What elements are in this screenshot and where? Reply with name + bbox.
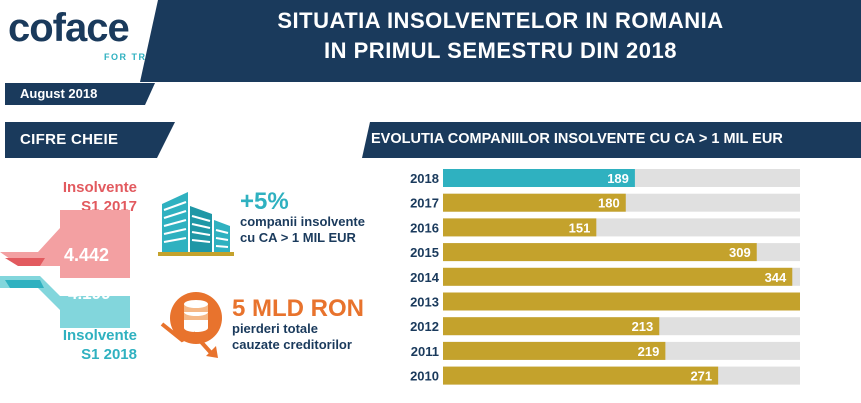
chart-title-banner <box>362 122 861 158</box>
insolvente-2018-value: 4.199 <box>68 284 111 303</box>
year-label-2015: 2015 <box>410 245 439 260</box>
year-label-2013: 2013 <box>410 295 439 310</box>
insolvente-2018-label: Insolvente S1 2018 <box>63 326 137 364</box>
bar-2011 <box>443 341 666 360</box>
year-label-2014: 2014 <box>410 270 440 285</box>
insolvente-2017-label-line-1: Insolvente <box>62 179 137 196</box>
companies-growth-value: +5% <box>240 188 289 215</box>
report-date: August 2018 <box>20 86 98 101</box>
bar-2015 <box>443 243 757 262</box>
title-banner <box>140 0 861 82</box>
value-label-2010: 271 <box>690 369 712 384</box>
insolvente-2018-label-line-1: Insolvente <box>62 327 137 344</box>
arrow-2017 <box>0 210 130 278</box>
bar-2016 <box>443 218 597 237</box>
year-label-2016: 2016 <box>410 220 439 235</box>
losses-value: 5 MLD RON <box>232 295 364 322</box>
key-figures-banner <box>5 122 175 158</box>
bar-2017 <box>443 193 626 212</box>
year-label-2010: 2010 <box>410 369 439 384</box>
value-label-2012: 213 <box>632 319 654 334</box>
year-label-2017: 2017 <box>410 196 439 211</box>
comparison-arrows <box>0 210 130 328</box>
year-label-2012: 2012 <box>410 319 439 334</box>
year-label-2018: 2018 <box>410 171 439 186</box>
losses-line-2: cauzate creditorilor <box>232 337 352 352</box>
key-figures-heading: CIFRE CHEIE <box>20 131 119 148</box>
companies-growth-description: companii insolvente cu CA > 1 MIL EUR <box>240 214 365 246</box>
page-title-line-2: IN PRIMUL SEMESTRU DIN 2018 <box>324 38 677 63</box>
year-label-2011: 2011 <box>411 344 439 359</box>
companies-growth-line-1: companii insolvente <box>240 214 365 229</box>
insolvente-2018-label-line-2: S1 2018 <box>81 346 137 363</box>
arrow-2017-tip <box>5 258 45 266</box>
logo-wordmark: coface <box>8 6 130 50</box>
bar-2012 <box>443 317 660 336</box>
coface-logo: coface FOR TRADE <box>8 6 169 64</box>
value-label-2011: 219 <box>638 344 660 359</box>
companies-growth-line-2: cu CA > 1 MIL EUR <box>240 230 356 245</box>
page-title-line-1: SITUATIA INSOLVENTELOR IN ROMANIA <box>277 8 724 33</box>
bar-2010 <box>443 366 719 385</box>
bar-2018 <box>443 169 635 187</box>
logo-tagline: FOR TRADE <box>104 52 170 62</box>
value-label-2016: 151 <box>569 220 591 235</box>
page-title: SITUATIA INSOLVENTELOR IN ROMANIA IN PRI… <box>140 6 861 66</box>
value-label-2015: 309 <box>729 245 751 260</box>
arrow-2018 <box>0 276 130 328</box>
losses-description: pierderi totale cauzate creditorilor <box>232 321 352 353</box>
insolvency-bar-chart: 2018189201718020161512015309201434420133… <box>410 169 800 385</box>
value-label-2018: 189 <box>607 171 629 186</box>
date-banner <box>5 83 155 105</box>
chart-title: EVOLUTIA COMPANIILOR INSOLVENTE CU CA > … <box>371 131 783 147</box>
bar-2013 <box>443 292 800 311</box>
buildings-icon <box>158 192 234 256</box>
value-label-2017: 180 <box>598 196 620 211</box>
value-label-2014: 344 <box>765 270 787 285</box>
coins-down-icon <box>160 292 222 358</box>
insolvente-2017-value: 4.442 <box>64 245 110 265</box>
losses-line-1: pierderi totale <box>232 321 318 336</box>
arrow-2018-tip <box>5 280 44 288</box>
bar-2014 <box>443 267 793 286</box>
